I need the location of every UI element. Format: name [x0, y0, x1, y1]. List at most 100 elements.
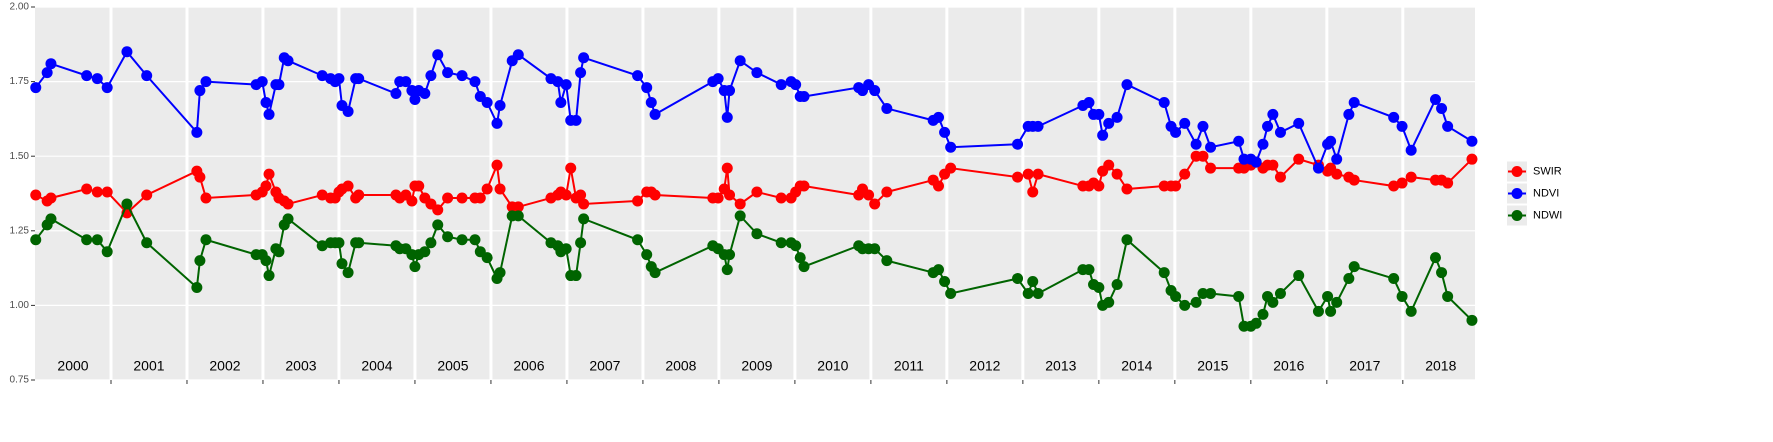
data-point — [121, 46, 133, 58]
x-tick-label: 2012 — [969, 358, 1000, 374]
data-point — [1022, 287, 1034, 299]
data-point — [1343, 108, 1355, 120]
x-tick-label: 2004 — [361, 358, 392, 374]
data-point — [256, 76, 268, 88]
data-point — [775, 79, 787, 91]
data-point — [734, 55, 746, 67]
data-point — [798, 180, 810, 192]
data-point — [578, 52, 590, 64]
data-point — [751, 228, 763, 240]
data-point — [1179, 117, 1191, 129]
data-point — [712, 73, 724, 85]
data-point — [1190, 296, 1202, 308]
data-point — [939, 276, 951, 288]
data-point — [1027, 276, 1039, 288]
data-point — [1093, 108, 1105, 120]
data-point — [1312, 162, 1324, 174]
data-point — [30, 82, 42, 94]
data-point — [1250, 317, 1262, 329]
data-point — [945, 162, 957, 174]
data-point — [30, 234, 42, 246]
data-point — [1012, 138, 1024, 150]
data-point — [481, 252, 493, 264]
data-point — [81, 70, 93, 82]
data-point — [1343, 273, 1355, 285]
data-point — [1388, 273, 1400, 285]
data-point — [512, 210, 524, 222]
data-point — [1274, 126, 1286, 138]
data-point — [1405, 305, 1417, 317]
legend-point — [1511, 188, 1523, 199]
data-point — [1442, 177, 1454, 189]
data-point — [1022, 168, 1034, 180]
data-point — [570, 270, 582, 282]
data-point — [260, 255, 272, 267]
data-point — [419, 246, 431, 258]
data-point — [101, 186, 113, 198]
data-point — [790, 79, 802, 91]
data-point — [81, 183, 93, 195]
data-point — [1293, 153, 1305, 165]
data-point — [481, 183, 493, 195]
data-point — [1158, 267, 1170, 279]
data-point — [282, 198, 294, 210]
data-point — [734, 198, 746, 210]
data-point — [1405, 171, 1417, 183]
x-tick-label: 2016 — [1273, 358, 1304, 374]
data-point — [333, 73, 345, 85]
data-point — [724, 189, 736, 201]
data-point — [869, 243, 881, 255]
data-point — [933, 264, 945, 276]
data-point — [881, 255, 893, 267]
data-point — [194, 255, 206, 267]
data-point — [1348, 261, 1360, 273]
data-point — [575, 67, 587, 79]
data-point — [1197, 287, 1209, 299]
data-point — [1331, 296, 1343, 308]
data-point — [798, 261, 810, 273]
data-point — [1267, 159, 1279, 171]
data-point — [260, 96, 272, 108]
data-point — [641, 82, 653, 94]
data-point — [1466, 135, 1478, 147]
data-point — [1331, 168, 1343, 180]
data-point — [81, 234, 93, 246]
data-point — [578, 213, 590, 225]
data-point — [1466, 314, 1478, 326]
data-point — [425, 70, 437, 82]
data-point — [456, 70, 468, 82]
data-point — [1348, 96, 1360, 108]
legend-point — [1511, 166, 1523, 177]
data-point — [1205, 162, 1217, 174]
data-point — [734, 210, 746, 222]
data-point — [1032, 287, 1044, 299]
legend-point — [1511, 210, 1523, 221]
data-point — [1466, 153, 1478, 165]
data-point — [442, 67, 454, 79]
data-point — [282, 55, 294, 67]
data-point — [881, 186, 893, 198]
data-point — [560, 243, 572, 255]
data-point — [560, 79, 572, 91]
data-point — [1032, 120, 1044, 132]
data-point — [1170, 290, 1182, 302]
data-point — [1121, 183, 1133, 195]
data-point — [1032, 168, 1044, 180]
data-point — [1322, 290, 1334, 302]
data-point — [263, 168, 275, 180]
data-point — [91, 73, 103, 85]
data-point — [881, 102, 893, 114]
data-point — [1233, 290, 1245, 302]
data-point — [1158, 96, 1170, 108]
data-point — [316, 70, 328, 82]
data-point — [565, 162, 577, 174]
data-point — [1396, 290, 1408, 302]
data-point — [1396, 120, 1408, 132]
data-point — [101, 82, 113, 94]
data-point — [491, 159, 503, 171]
data-point — [494, 183, 506, 195]
data-point — [1083, 264, 1095, 276]
data-point — [1257, 308, 1269, 320]
x-tick-label: 2018 — [1425, 358, 1456, 374]
